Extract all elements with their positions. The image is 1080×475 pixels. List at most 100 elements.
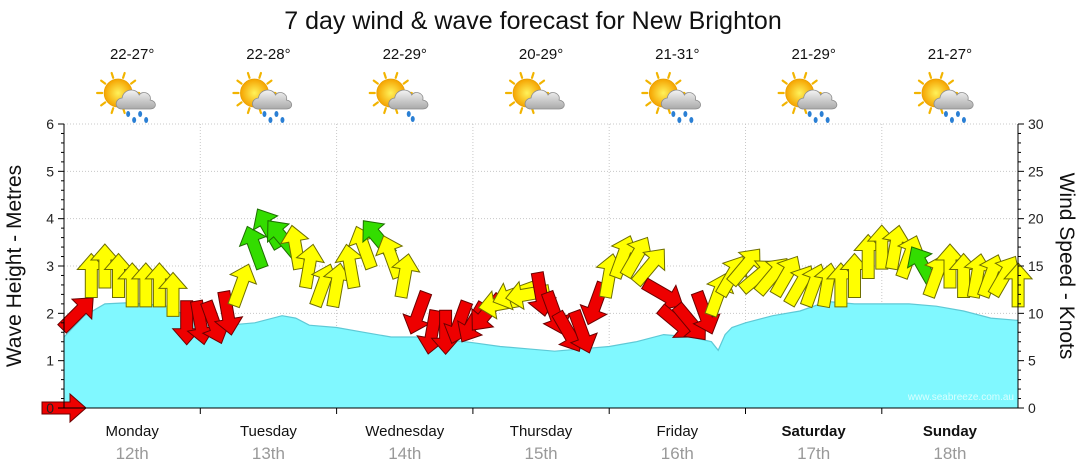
sun-ray (655, 71, 660, 79)
sun-ray (803, 71, 808, 79)
temperature-range-label: 21-27° (928, 46, 972, 63)
rain-drop (825, 117, 830, 123)
day-date-label: 12th (116, 444, 149, 463)
day-date-label: 17th (797, 444, 830, 463)
cloud-shape (524, 89, 565, 110)
sun-ray (645, 101, 652, 107)
sun-ray (508, 79, 516, 85)
sun-ray (372, 79, 379, 85)
sun-ray (246, 107, 251, 115)
rain-drop (955, 111, 960, 117)
rain-drop (961, 117, 966, 123)
wind-arrow (227, 263, 258, 309)
cloud-shape (252, 89, 293, 110)
rain-drop (280, 117, 285, 123)
wind-arrow (295, 243, 326, 290)
sun-ray (655, 107, 660, 115)
rain-drop (126, 111, 131, 117)
partly-cloudy-icon (504, 71, 565, 115)
left-axis-label: Wave Height - Metres (3, 165, 26, 367)
sun-ray (928, 71, 933, 79)
sun-ray (266, 79, 273, 85)
rain-drop (406, 111, 411, 117)
temperature-range-label: 22-27° (110, 46, 154, 63)
sun-ray (372, 101, 379, 107)
rain-drop (132, 117, 137, 123)
sun-ray (792, 71, 796, 79)
rain-drop (949, 117, 954, 123)
sun-ray (538, 79, 546, 85)
rain-drop (262, 111, 267, 117)
sun-ray (811, 79, 818, 85)
sun-ray (928, 107, 933, 115)
temperature-range-label: 22-28° (246, 46, 290, 63)
wind-arrow (213, 290, 244, 336)
sun-ray (236, 101, 243, 107)
rain-drop (689, 117, 694, 123)
sun-ray (645, 79, 652, 85)
sun-ray (258, 71, 263, 79)
left-tick-label: 5 (46, 163, 54, 179)
sun-ray (939, 71, 944, 79)
sun-ray (530, 71, 535, 79)
day-name-label: Sunday (923, 423, 978, 440)
day-name-label: Friday (657, 423, 699, 440)
rain-drop (671, 111, 676, 117)
right-tick-label: 5 (1028, 353, 1036, 369)
day-date-label: 13th (252, 444, 285, 463)
temperature-range-label: 20-29° (519, 46, 563, 63)
rain-drop (943, 111, 948, 117)
left-tick-label: 1 (46, 353, 54, 369)
temperature-range-label: 21-29° (791, 46, 835, 63)
day-date-label: 18th (933, 444, 966, 463)
day-name-label: Tuesday (240, 423, 297, 440)
right-tick-label: 20 (1028, 211, 1044, 227)
rain-drop (807, 111, 812, 117)
sun-ray (675, 79, 682, 85)
day-name-label: Saturday (782, 423, 847, 440)
sun-ray (781, 101, 788, 107)
wind-arrow (238, 225, 269, 271)
sun-ray (519, 71, 524, 79)
day-date-label: 16th (661, 444, 694, 463)
weather-icons (96, 71, 974, 123)
cloud-shape (797, 89, 838, 110)
sun-ray (519, 107, 524, 115)
rain-drop (410, 116, 415, 122)
left-tick-label: 2 (46, 305, 54, 321)
sun-ray (100, 79, 107, 85)
daily-temperatures: 22-27° 22-28° 22-29° 20-29° 21-31° 21-29° 21-2… (110, 46, 972, 63)
cloud-shape (660, 89, 701, 110)
wind-arrow (630, 248, 666, 288)
showers-icon (913, 71, 974, 123)
sun-ray (792, 107, 796, 115)
rain-drop (819, 111, 824, 117)
rain-drop (138, 111, 143, 117)
right-tick-label: 30 (1028, 116, 1044, 132)
wind-arrow (568, 308, 598, 354)
right-tick-label: 10 (1028, 305, 1044, 321)
wave-height-area (64, 301, 1019, 408)
showers-icon (641, 71, 701, 123)
rain-drop (677, 117, 682, 123)
light-showers-icon (368, 71, 429, 122)
wind-arrow (390, 253, 421, 299)
temperature-range-label: 21-31° (655, 46, 699, 63)
left-tick-label: 6 (46, 116, 54, 132)
sun-ray (121, 71, 126, 79)
sun-ray (781, 79, 788, 85)
rain-drop (813, 117, 818, 123)
sun-ray (236, 79, 243, 85)
left-tick-label: 4 (46, 211, 54, 227)
sun-ray (100, 101, 107, 107)
showers-icon (96, 71, 156, 123)
showers-icon (232, 71, 293, 123)
right-tick-label: 15 (1028, 258, 1044, 274)
sun-ray (383, 71, 387, 79)
sun-ray (383, 107, 387, 115)
cloud-shape (115, 89, 156, 110)
rain-drop (268, 117, 273, 123)
day-labels: Monday 12th Tuesday 13th Wednesday 14th Thursd… (105, 423, 977, 463)
right-axis-label: Wind Speed - Knots (1055, 173, 1078, 360)
